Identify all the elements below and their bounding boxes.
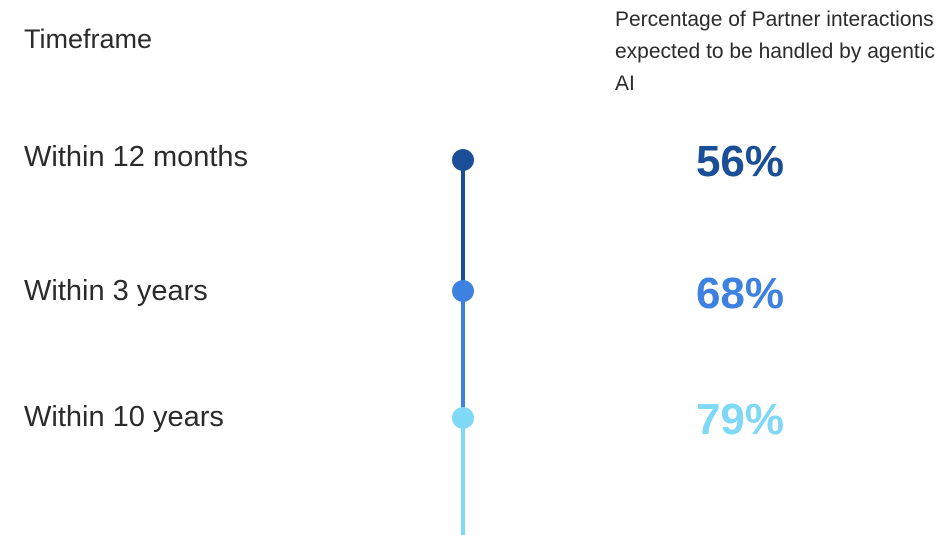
- timeframe-label-3-years: Within 3 years: [24, 275, 208, 307]
- timeline-marker-within-12-months: [452, 149, 474, 171]
- percentage-value-12-months: 56%: [695, 137, 785, 186]
- timeframe-column-header: Timeframe: [24, 24, 153, 54]
- percentage-value-3-years: 68%: [695, 269, 785, 318]
- timeline-marker-within-10-years: [452, 407, 474, 429]
- timeline-marker-within-3-years: [452, 280, 474, 302]
- timeframe-label-12-months: Within 12 months: [24, 141, 249, 173]
- timeframe-label-10-years: Within 10 years: [24, 401, 224, 433]
- percentage-value-10-years: 79%: [695, 395, 785, 444]
- percentage-column-header: Percentage of Partner interactions expec…: [615, 8, 935, 95]
